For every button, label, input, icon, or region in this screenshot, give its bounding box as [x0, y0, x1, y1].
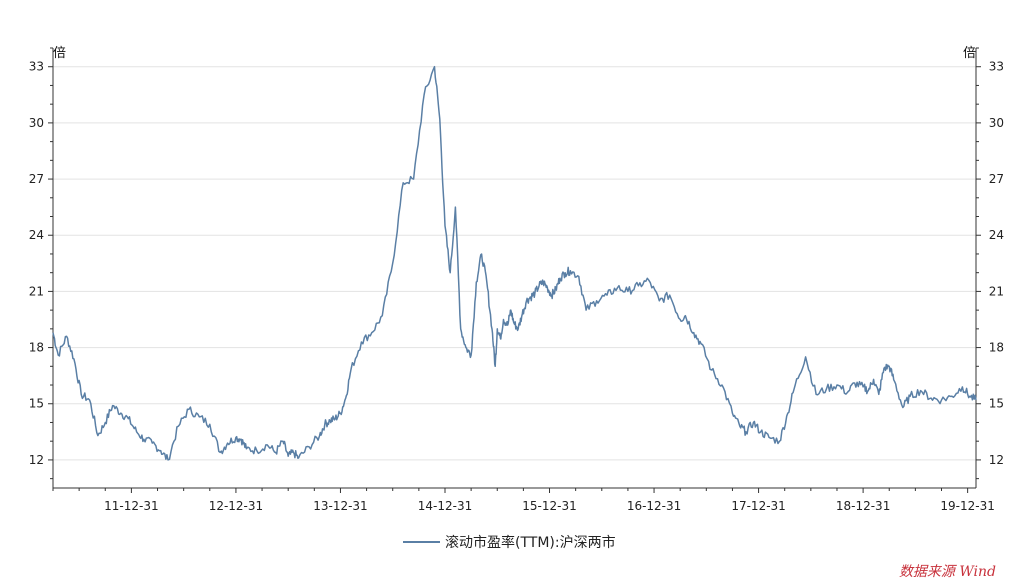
x-tick-label: 13-12-31 [313, 499, 367, 513]
right-y-tick-label: 30 [989, 116, 1004, 130]
left-y-tick-label: 33 [29, 60, 44, 74]
x-tick-label: 11-12-31 [104, 499, 158, 513]
x-tick-label: 19-12-31 [940, 499, 994, 513]
series-lines [52, 65, 977, 461]
x-tick-label: 14-12-31 [418, 499, 472, 513]
right-y-tick-label: 15 [989, 397, 1004, 411]
x-tick-label: 15-12-31 [522, 499, 576, 513]
tick-marks [48, 47, 981, 493]
x-tick-label: 12-12-31 [209, 499, 263, 513]
x-tick-label: 18-12-31 [836, 499, 890, 513]
right-y-tick-label: 27 [989, 172, 1004, 186]
right-y-tick-label: 18 [989, 341, 1004, 355]
left-y-tick-label: 24 [29, 228, 44, 242]
x-tick-label: 17-12-31 [731, 499, 785, 513]
legend: 滚动市盈率(TTM):沪深两市 [403, 534, 616, 551]
left-y-tick-label: 27 [29, 172, 44, 186]
source-label: 数据来源 Wind [899, 564, 996, 580]
x-tick-label: 16-12-31 [627, 499, 681, 513]
legend-label: 滚动市盈率(TTM):沪深两市 [445, 534, 616, 551]
axes [52, 48, 977, 489]
left-y-tick-label: 15 [29, 397, 44, 411]
right-y-tick-label: 12 [989, 453, 1004, 467]
left-y-tick-label: 21 [29, 284, 44, 298]
left-y-tick-label: 30 [29, 116, 44, 130]
left-y-tick-label: 18 [29, 341, 44, 355]
series-line [52, 65, 977, 461]
right-y-tick-label: 24 [989, 228, 1004, 242]
left-y-tick-label: 12 [29, 453, 44, 467]
right-y-tick-label: 21 [989, 284, 1004, 298]
right-y-tick-label: 33 [989, 60, 1004, 74]
horizontal-gridlines [53, 66, 976, 461]
left-y-unit-label: 倍 [53, 46, 66, 61]
right-y-unit-label: 倍 [963, 46, 976, 61]
